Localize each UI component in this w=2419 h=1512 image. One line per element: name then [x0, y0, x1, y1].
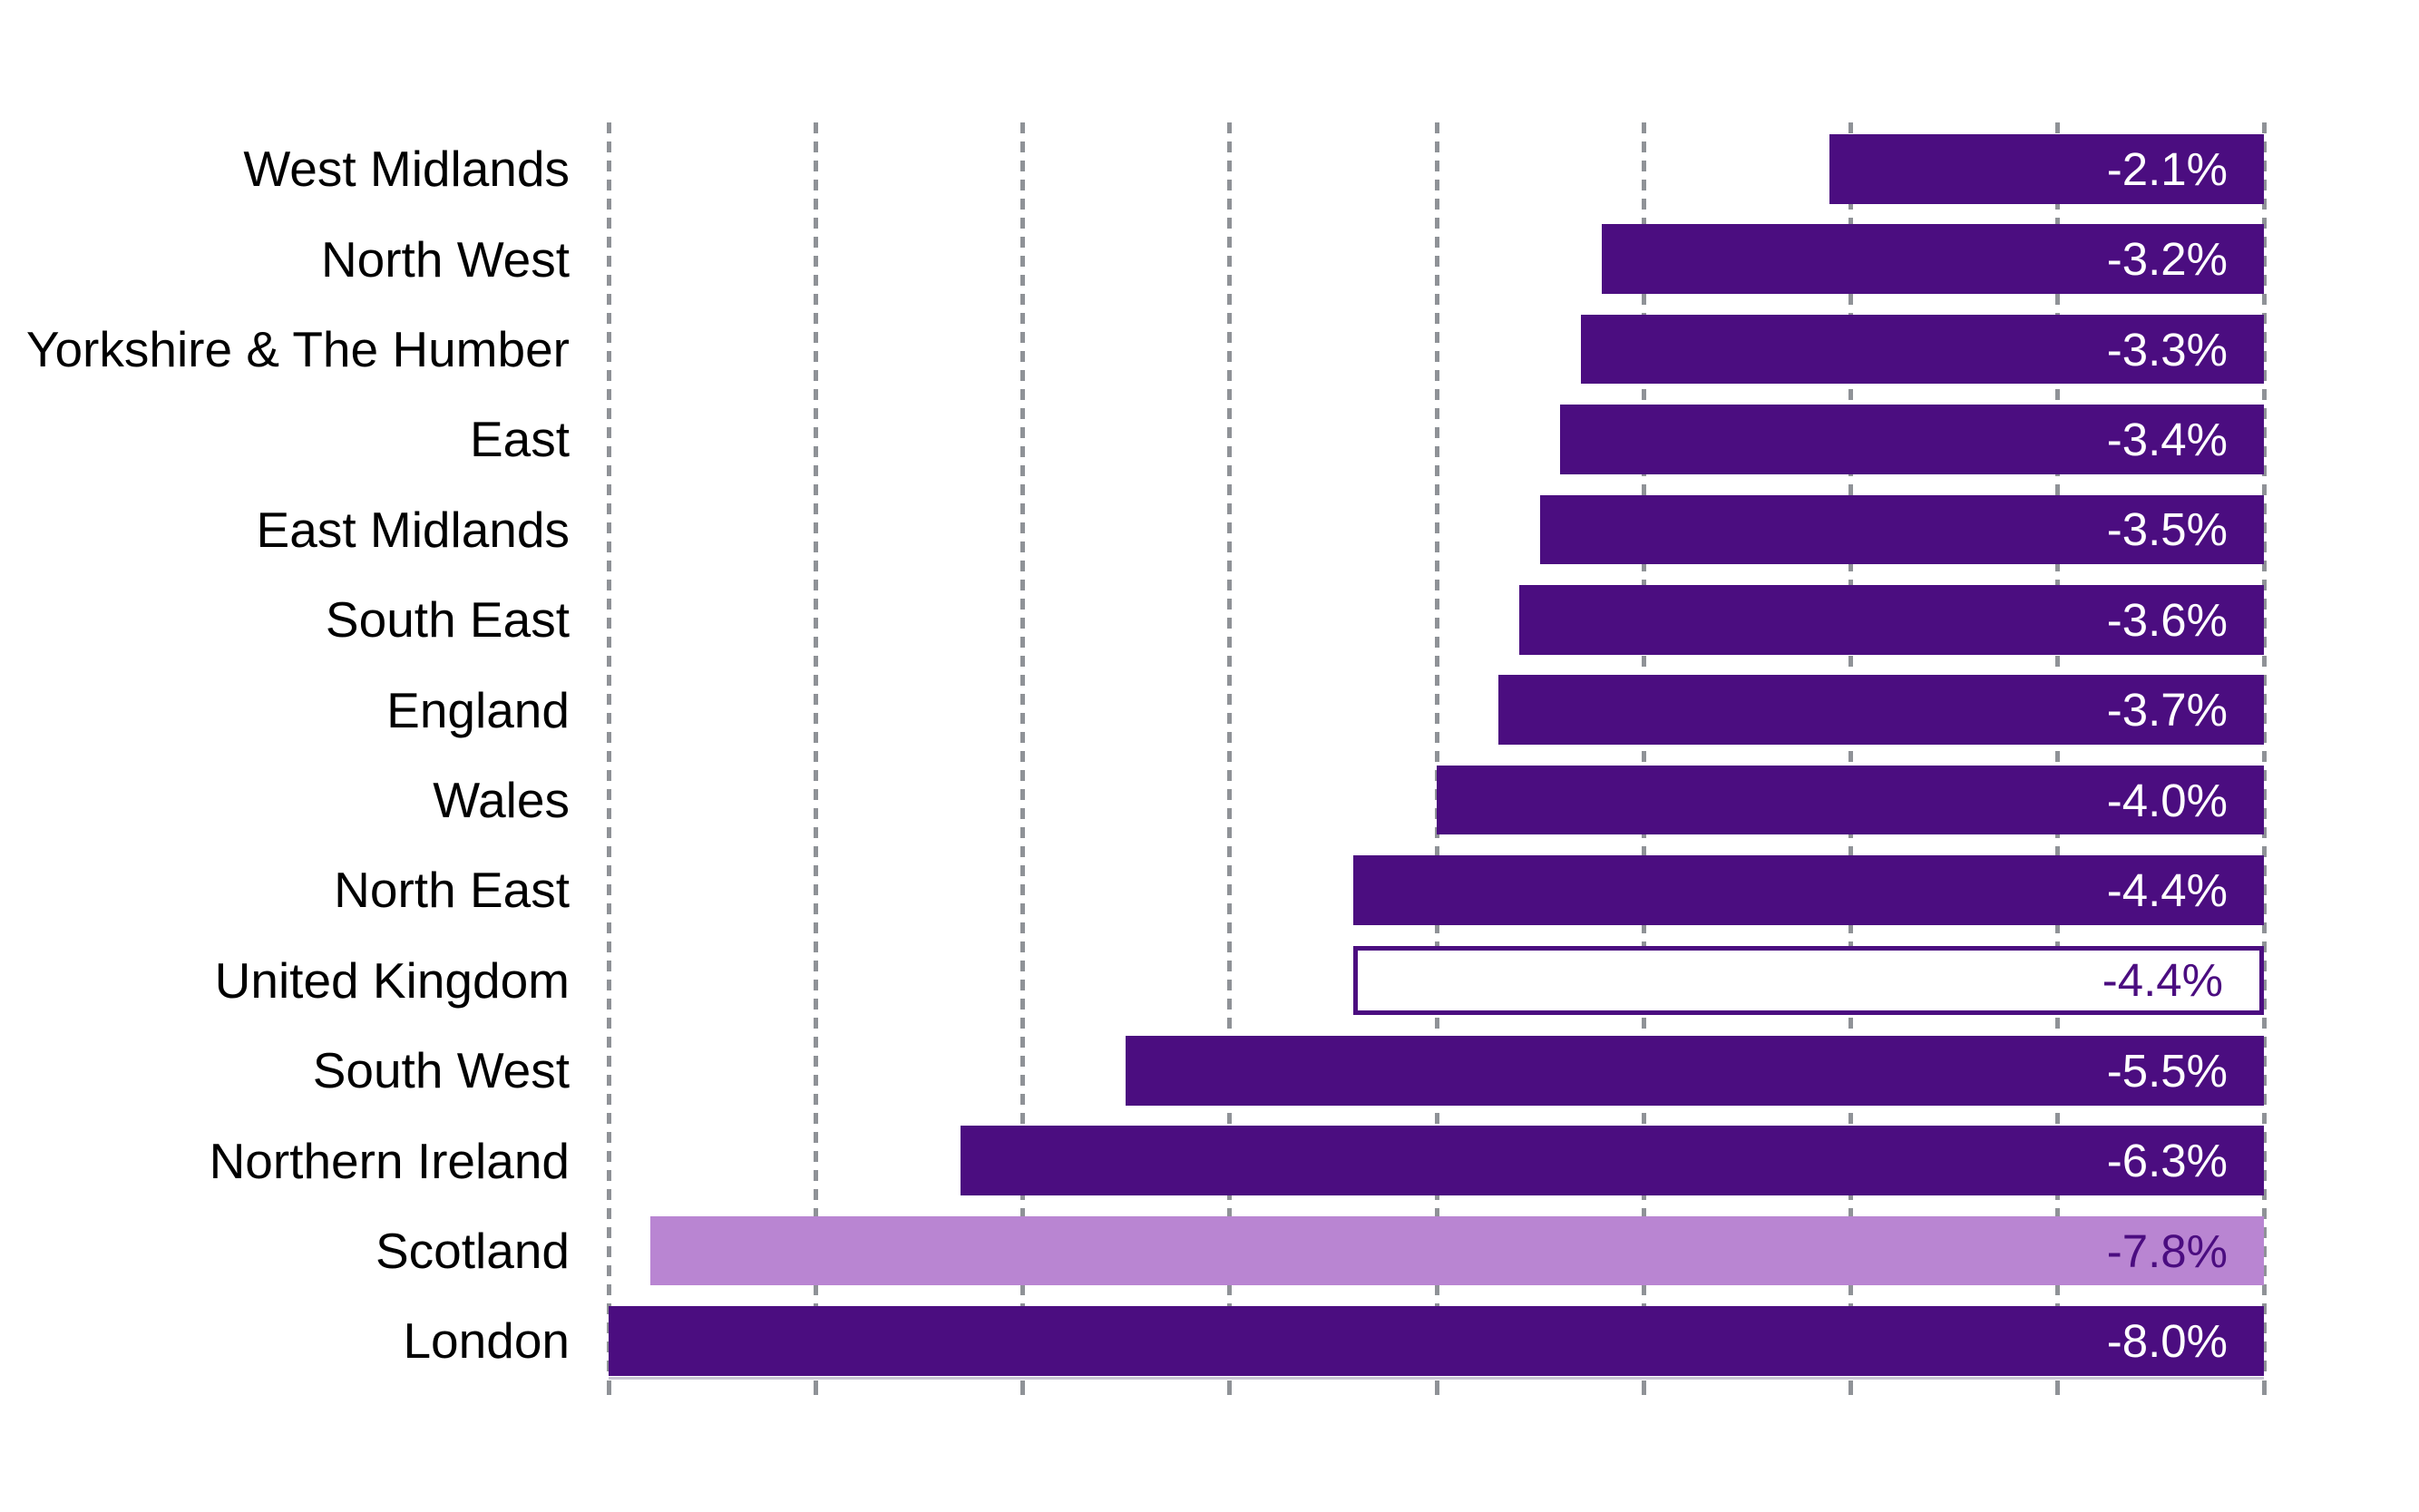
value-label: -3.3%	[2106, 323, 2228, 376]
value-label: -4.0%	[2106, 774, 2228, 826]
gridline	[1434, 122, 1439, 1377]
value-label: -2.1%	[2106, 142, 2228, 195]
value-label: -3.6%	[2106, 593, 2228, 646]
category-label: East Midlands	[256, 501, 570, 558]
bar: -4.4%	[1353, 855, 2264, 925]
bar: -4.4%	[1353, 945, 2264, 1016]
value-label: -7.8%	[2106, 1224, 2228, 1277]
value-label: -4.4%	[2102, 954, 2223, 1007]
category-label: England	[386, 681, 570, 738]
bar: -3.7%	[1497, 675, 2264, 745]
value-label: -4.4%	[2106, 863, 2228, 916]
category-label: London	[403, 1312, 570, 1370]
gridline	[814, 122, 819, 1377]
bar: -3.5%	[1539, 494, 2264, 565]
bar: -6.3%	[960, 1126, 2264, 1195]
category-label: South East	[325, 591, 570, 649]
x-axis-tick	[1434, 1380, 1439, 1395]
bar: -2.1%	[1829, 134, 2264, 204]
gridline	[1227, 122, 1233, 1377]
x-axis-tick	[814, 1380, 819, 1395]
category-label: Yorkshire & The Humber	[25, 321, 570, 378]
gridline	[2262, 122, 2267, 1377]
bar: -8.0%	[609, 1306, 2264, 1376]
gridline	[1020, 122, 1026, 1377]
gridline	[2054, 122, 2060, 1377]
x-axis-tick	[1848, 1380, 1853, 1395]
value-label: -6.3%	[2106, 1135, 2228, 1187]
value-label: -3.4%	[2106, 413, 2228, 465]
category-label: South West	[312, 1042, 570, 1099]
x-axis-tick	[607, 1380, 611, 1395]
category-label: North East	[334, 862, 570, 919]
bar: -4.0%	[1436, 765, 2264, 835]
category-label: East	[469, 411, 570, 468]
x-axis-tick	[1641, 1380, 1646, 1395]
x-axis-tick	[1227, 1380, 1233, 1395]
category-label: United Kingdom	[214, 951, 570, 1009]
category-label: North West	[320, 230, 570, 288]
x-axis-tick	[2054, 1380, 2060, 1395]
value-label: -3.5%	[2106, 503, 2228, 556]
category-label: Scotland	[375, 1223, 570, 1280]
x-axis-line	[609, 1377, 2264, 1380]
value-label: -3.2%	[2106, 233, 2228, 286]
bar: -7.8%	[649, 1215, 2264, 1286]
category-label: Northern Ireland	[209, 1132, 570, 1189]
x-axis-tick	[1020, 1380, 1026, 1395]
gridline	[1848, 122, 1853, 1377]
bar: -3.2%	[1602, 224, 2264, 294]
gridline	[1641, 122, 1646, 1377]
gridline	[607, 122, 611, 1377]
x-axis-tick	[2262, 1380, 2267, 1395]
bar: -3.4%	[1560, 405, 2264, 474]
category-label: West Midlands	[243, 141, 570, 198]
bar: -3.3%	[1581, 314, 2264, 385]
value-label: -8.0%	[2106, 1314, 2228, 1367]
category-label: Wales	[433, 772, 570, 829]
value-label: -3.7%	[2106, 684, 2228, 736]
bar: -5.5%	[1126, 1036, 2264, 1106]
bar: -3.6%	[1518, 585, 2264, 655]
value-label: -5.5%	[2106, 1044, 2228, 1097]
